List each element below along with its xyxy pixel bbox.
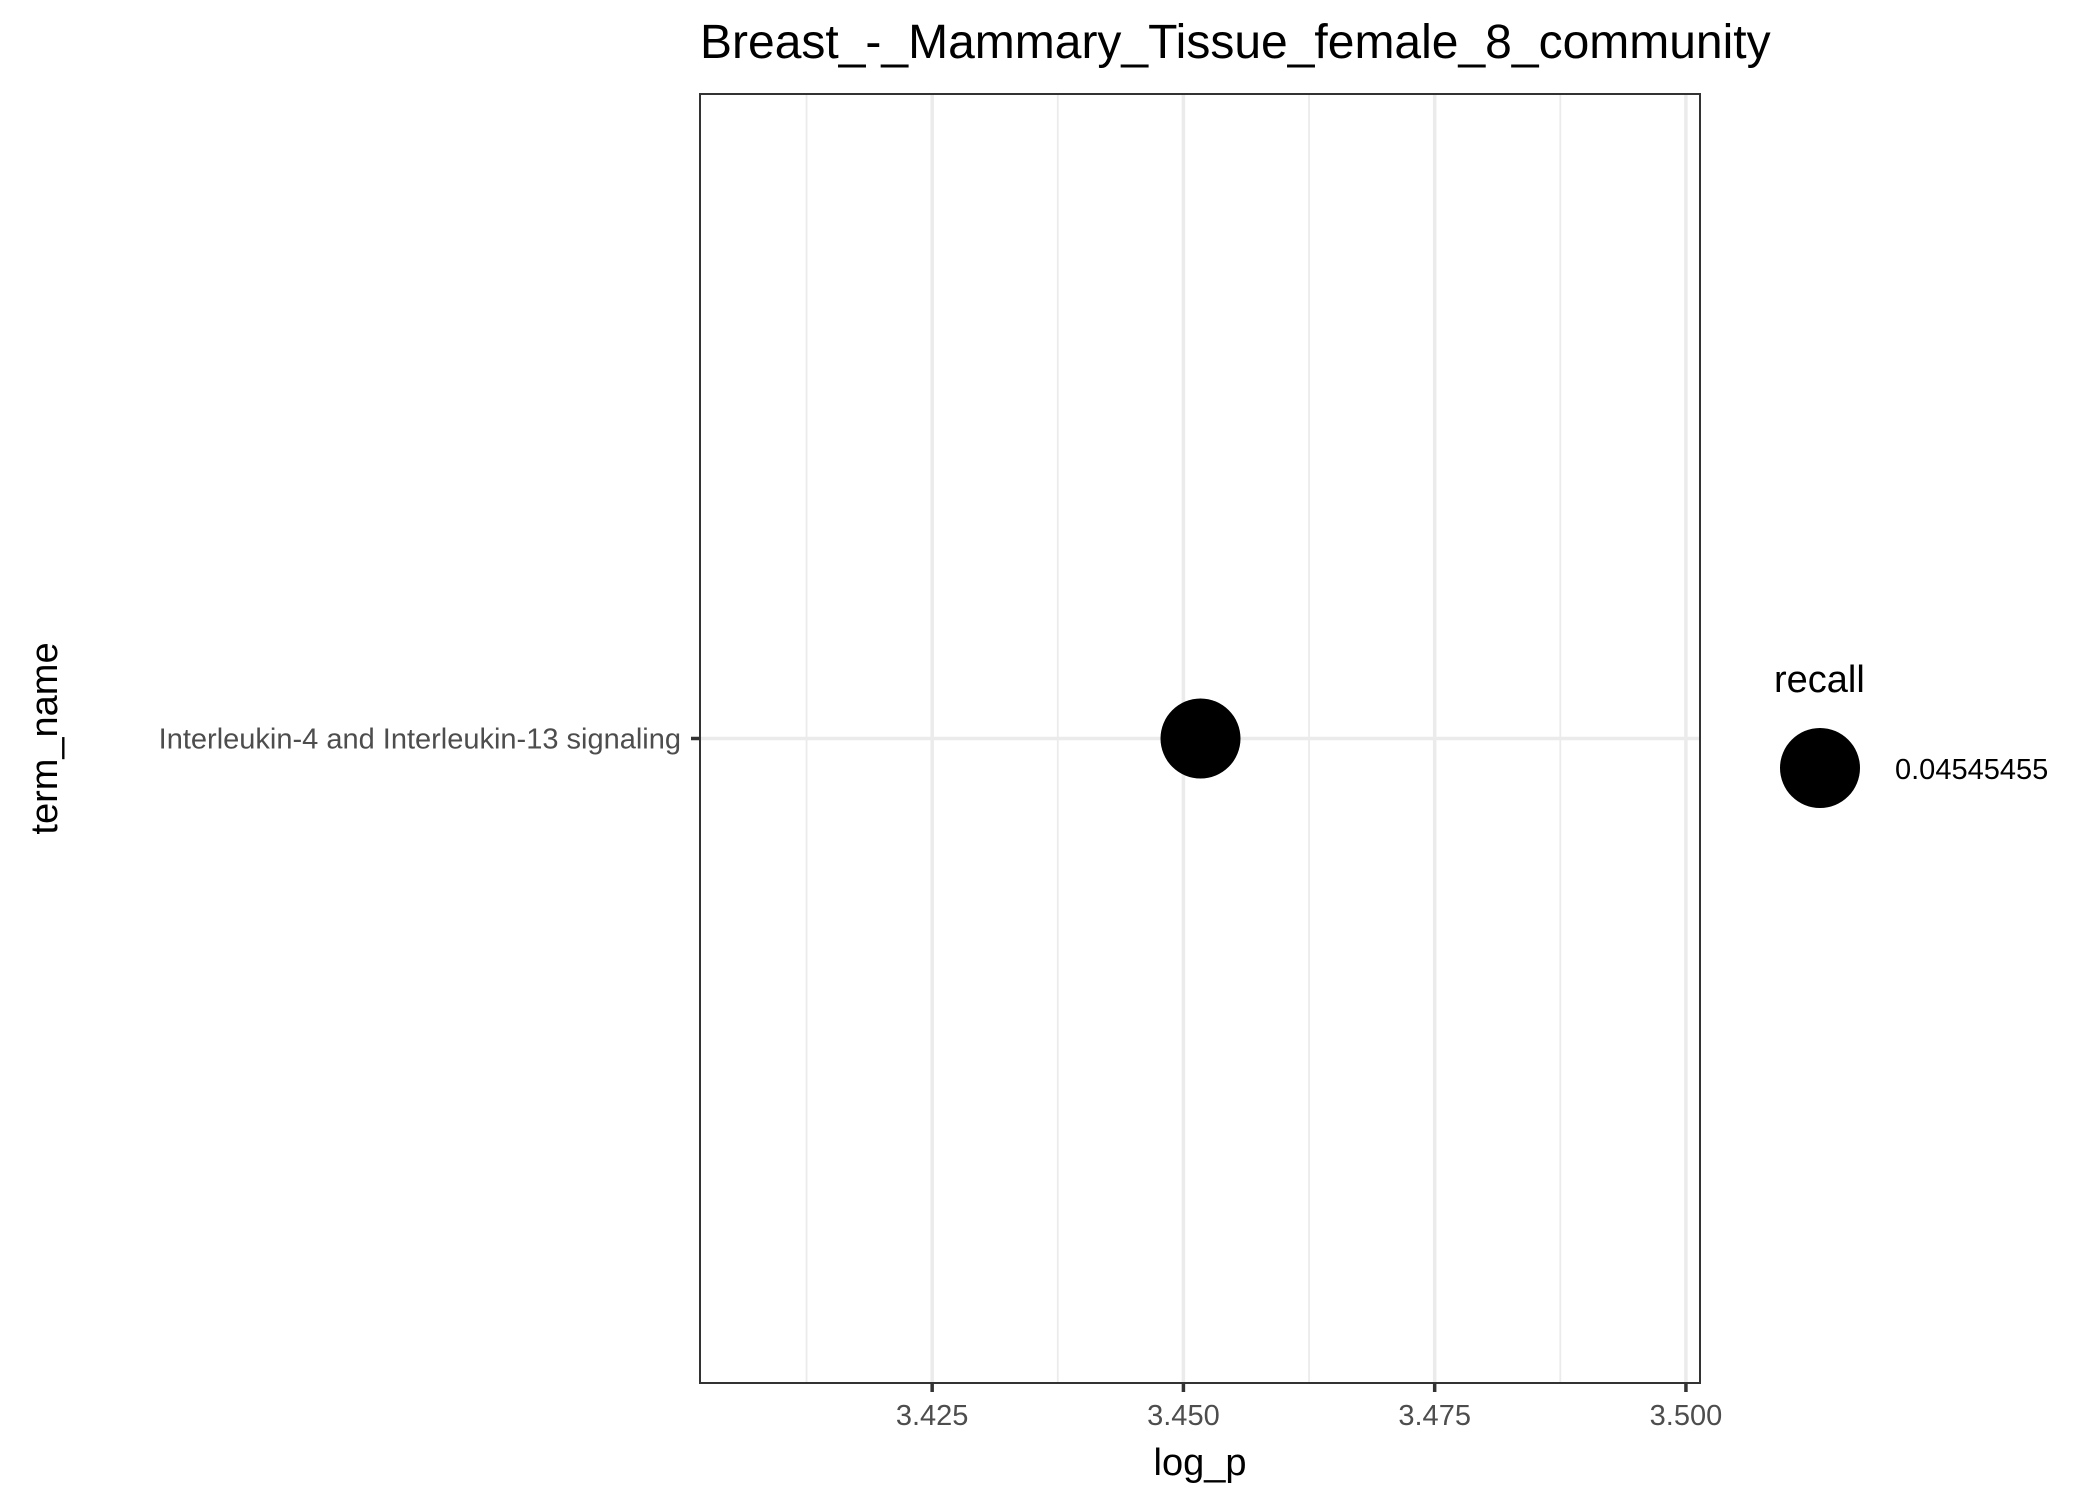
data-points — [1160, 698, 1241, 779]
data-point — [1160, 698, 1241, 779]
legend: recall 0.04545455 — [1774, 659, 2048, 808]
plot-panel — [699, 93, 1701, 1384]
x-axis: 3.425 3.450 3.475 3.500 — [896, 1383, 1722, 1432]
legend-label: 0.04545455 — [1895, 754, 2048, 786]
y-axis-title: term_name — [24, 642, 66, 834]
y-axis: Interleukin-4 and Interleukin-13 signali… — [159, 724, 700, 756]
x-tick-label: 3.425 — [896, 1400, 969, 1432]
y-tick-label: Interleukin-4 and Interleukin-13 signali… — [159, 724, 681, 756]
legend-title: recall — [1774, 659, 1865, 701]
x-tick-label: 3.500 — [1650, 1400, 1723, 1432]
x-axis-title: log_p — [1154, 1442, 1247, 1484]
x-tick-label: 3.450 — [1147, 1400, 1220, 1432]
legend-key — [1780, 728, 1860, 808]
x-tick-label: 3.475 — [1398, 1400, 1471, 1432]
chart-title: Breast_-_Mammary_Tissue_female_8_communi… — [700, 16, 1771, 69]
